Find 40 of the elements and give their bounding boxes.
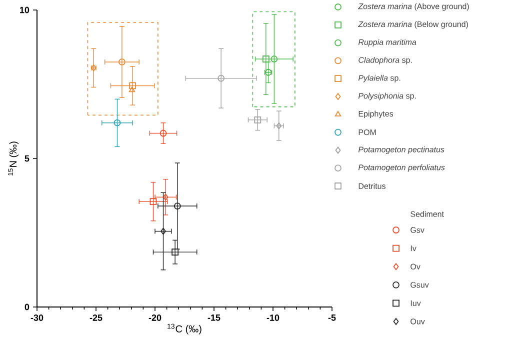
point (160, 130, 167, 137)
y-tick-label: 5 (24, 155, 30, 162)
x-tick-label: -5 (328, 314, 336, 321)
x-tick-label: -20 (148, 314, 162, 321)
point (118, 58, 126, 66)
point (114, 119, 121, 126)
legend-label: Iv (410, 246, 416, 252)
y-tick-label: 0 (24, 304, 30, 310)
legend-label: Potamogeton pectinatus (358, 146, 444, 154)
legend-title: Sediment (410, 211, 444, 217)
legend-label: Detritus (358, 183, 386, 189)
y-tick-label: 10 (20, 6, 30, 14)
legend-label: Zostera marina (Below ground) (358, 21, 468, 29)
legend-label: Potamogeton perfoliatus (358, 164, 445, 172)
legend-label: Polysiphonia sp. (358, 92, 416, 100)
legend-label: Zostera marina (Above ground) (358, 3, 469, 11)
legend-label: POM (358, 129, 376, 136)
legend-label: Epiphytes (358, 110, 394, 118)
point (150, 198, 157, 206)
legend-label: Ruppia maritima (358, 39, 416, 47)
x-axis-title: $^{13}$C (‰) (168, 324, 202, 334)
x-tick-label: -30 (30, 314, 44, 321)
x-tick-label: -10 (266, 314, 280, 321)
legend-label: Iuv (410, 300, 421, 306)
legend-label: Gsuv (410, 282, 429, 288)
legend-label: Ov (410, 264, 420, 270)
point (218, 74, 225, 82)
point (160, 228, 166, 235)
legend-label: Cladophora sp. (358, 56, 412, 64)
legend-label: Gsv (410, 227, 424, 233)
point (129, 82, 136, 90)
x-tick-label: -25 (90, 314, 102, 321)
y-axis-title: $^{15}$N (‰) (8, 142, 19, 176)
point (270, 56, 278, 62)
point (254, 116, 262, 124)
legend-label: Ouv (410, 318, 425, 324)
legend-label: Pylaiella sp. (358, 74, 400, 82)
point (162, 194, 168, 201)
x-tick-label: -15 (208, 314, 220, 321)
point (174, 202, 181, 210)
